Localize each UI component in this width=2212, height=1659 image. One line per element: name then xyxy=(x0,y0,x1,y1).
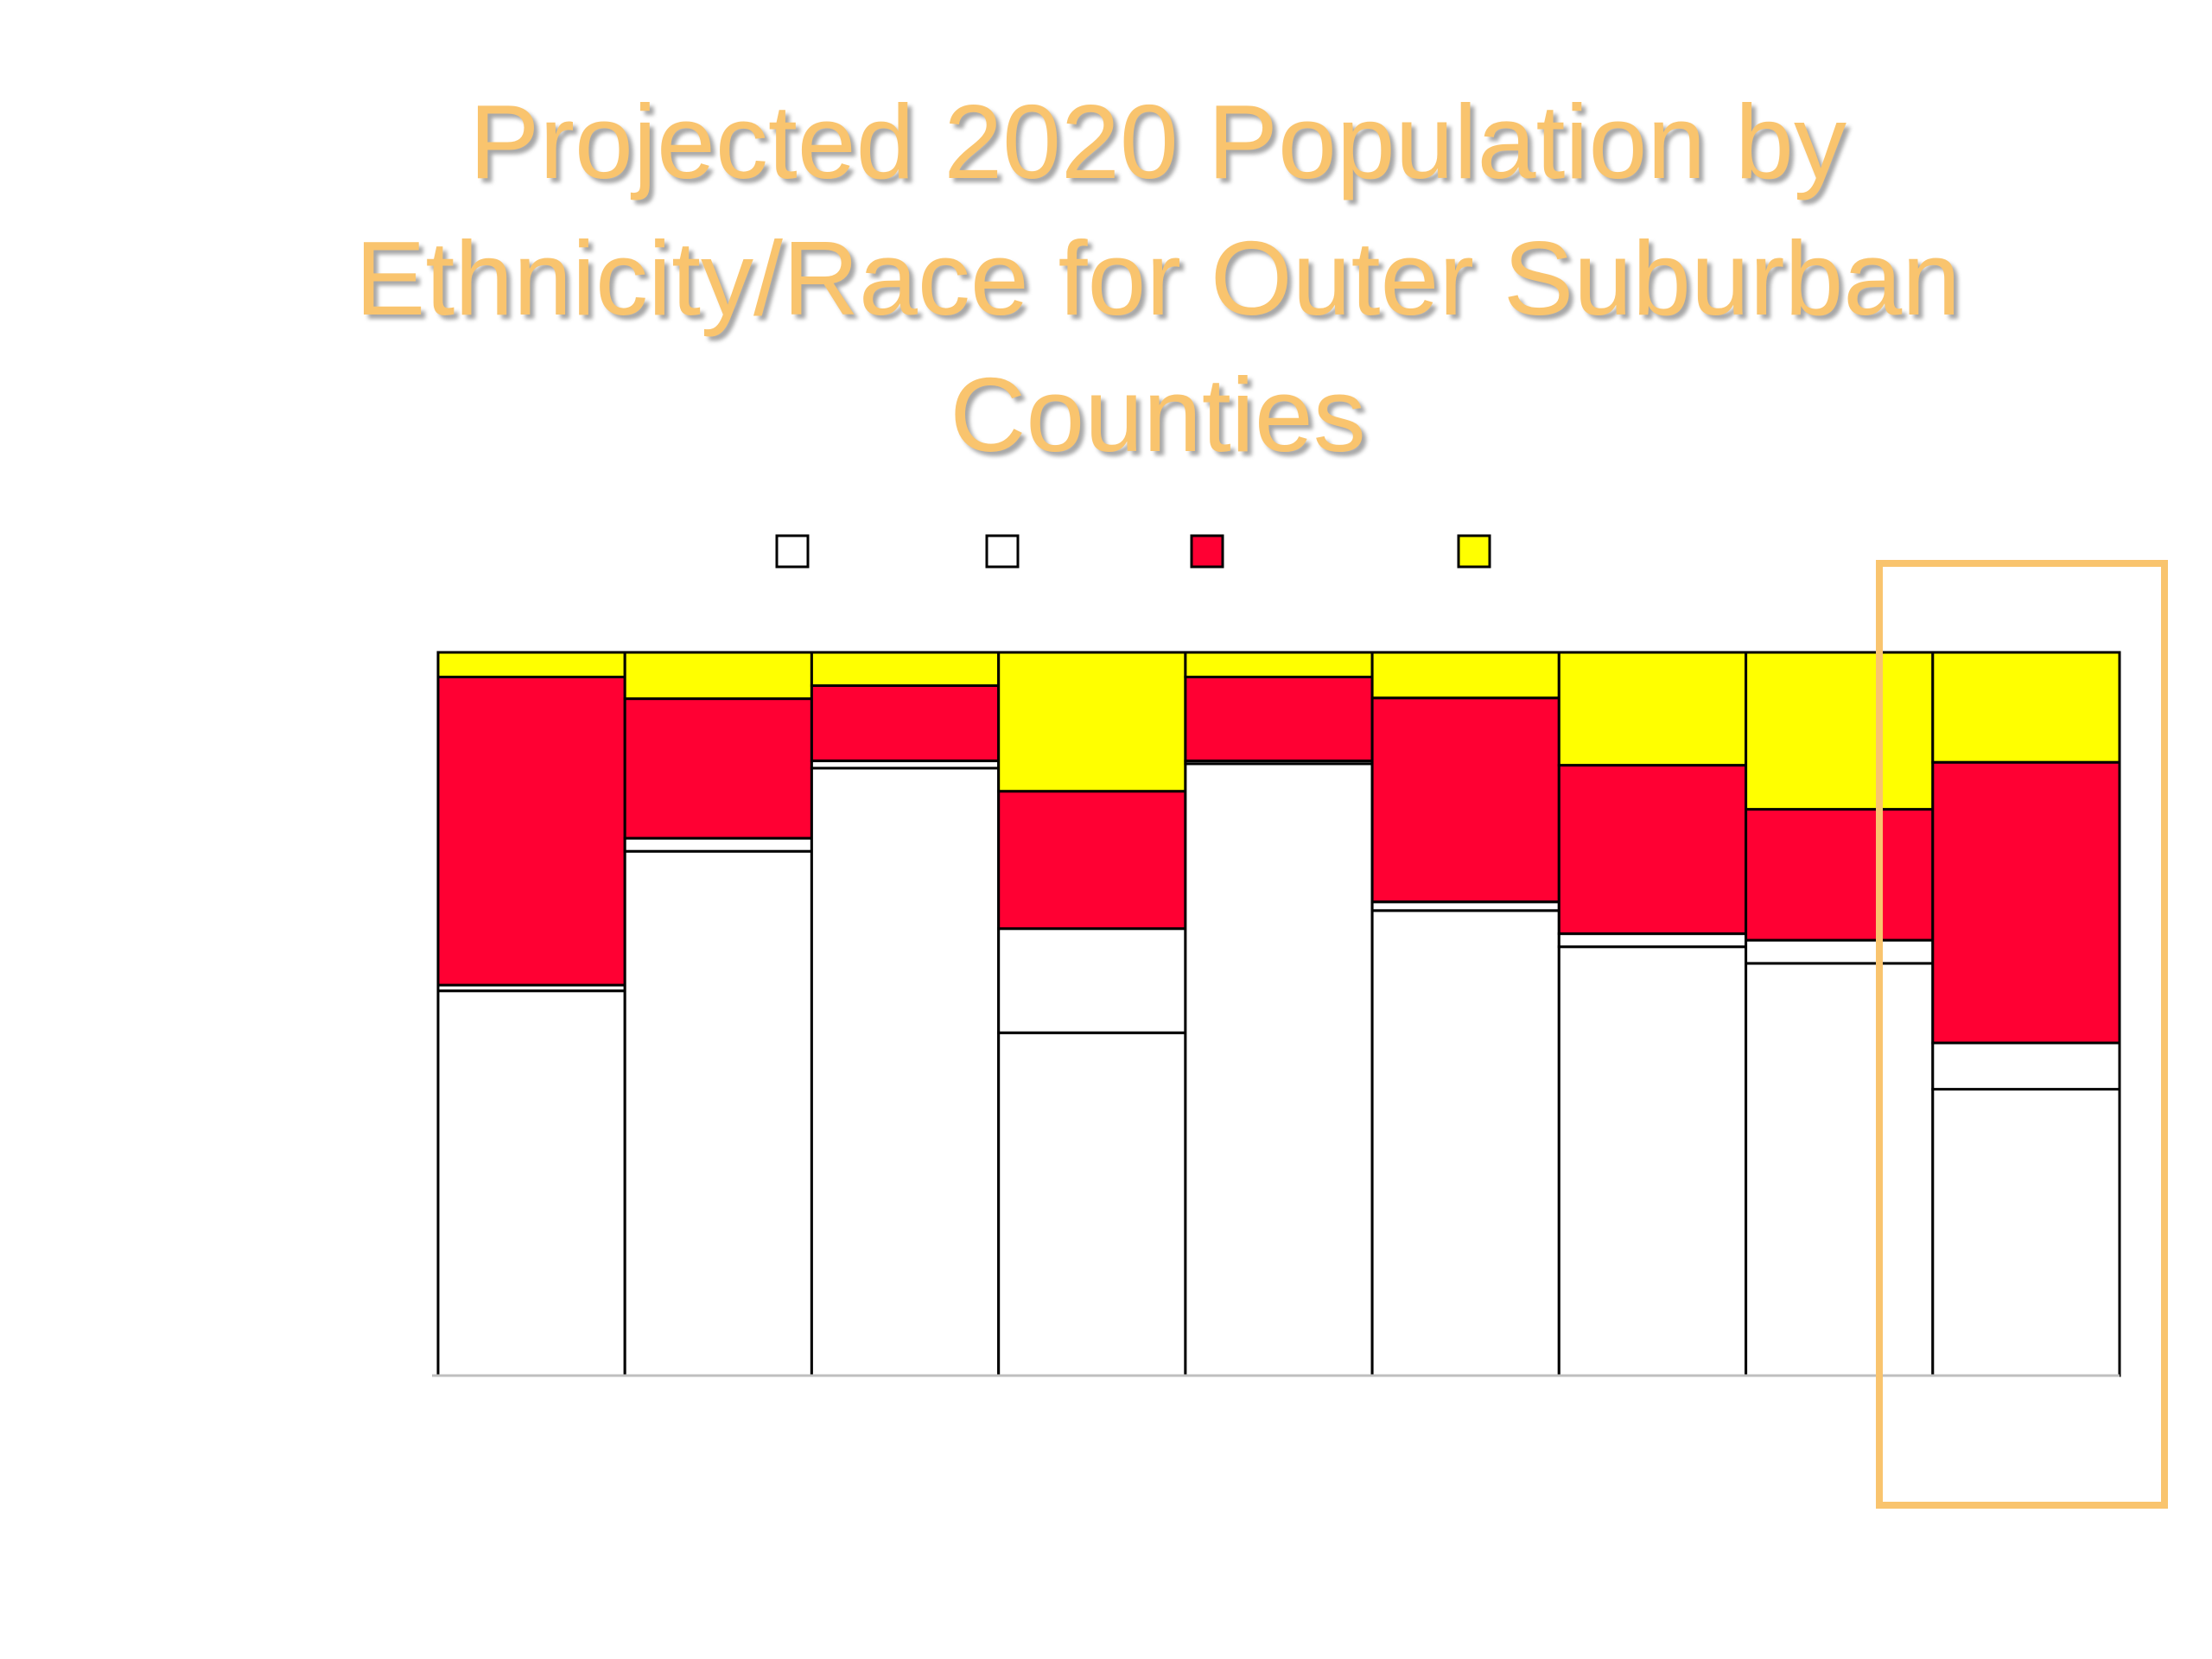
legend-swatch-series-2 xyxy=(985,534,1020,569)
bar-segment-5-series-3 xyxy=(1184,676,1374,763)
bar-segment-3-series-4 xyxy=(810,651,1001,687)
bar-segment-2-series-3 xyxy=(623,697,813,840)
bar-segment-8-series-2 xyxy=(1745,938,1935,965)
bar-segment-4-series-4 xyxy=(997,651,1187,793)
bar-segment-7-series-3 xyxy=(1557,764,1748,936)
bar-segment-2-series-4 xyxy=(623,651,813,701)
chart-bars xyxy=(436,651,2121,1377)
bar-segment-7-series-1 xyxy=(1557,945,1748,1377)
legend-swatch-series-4 xyxy=(1457,534,1491,569)
legend-swatch-series-1 xyxy=(775,534,810,569)
bar-segment-9-series-4 xyxy=(1931,651,2121,764)
legend-swatch-series-3 xyxy=(1190,534,1224,569)
bar-segment-7-series-2 xyxy=(1557,932,1748,949)
bar-segment-8-series-1 xyxy=(1745,962,1935,1377)
bar-segment-6-series-4 xyxy=(1370,651,1560,700)
bar-segment-7-series-4 xyxy=(1557,651,1748,767)
bar-segment-5-series-4 xyxy=(1184,651,1374,678)
highlight-box xyxy=(1876,560,2168,1509)
chart-legend xyxy=(775,534,1491,569)
bar-segment-8-series-4 xyxy=(1745,651,1935,811)
bar-segment-4-series-1 xyxy=(997,1031,1187,1377)
bar-segment-2-series-2 xyxy=(623,836,813,853)
bar-segment-6-series-1 xyxy=(1370,909,1560,1377)
slide-title: Projected 2020 Population by Ethnicity/R… xyxy=(354,83,1961,474)
bar-segment-3-series-3 xyxy=(810,684,1001,762)
bar-segment-4-series-2 xyxy=(997,927,1187,1034)
bar-segment-1-series-3 xyxy=(436,676,626,987)
bar-segment-8-series-3 xyxy=(1745,808,1935,942)
bar-segment-5-series-1 xyxy=(1184,762,1374,1377)
bar-segment-1-series-4 xyxy=(436,651,626,678)
bar-segment-9-series-1 xyxy=(1931,1088,2121,1377)
bar-segment-9-series-3 xyxy=(1931,760,2121,1045)
bar-segment-4-series-3 xyxy=(997,790,1187,931)
bar-segment-3-series-1 xyxy=(810,766,1001,1377)
bar-segment-9-series-2 xyxy=(1931,1041,2121,1091)
bar-segment-1-series-1 xyxy=(436,989,626,1377)
bar-segment-6-series-3 xyxy=(1370,696,1560,904)
bar-segment-6-series-2 xyxy=(1370,900,1560,912)
bar-segment-2-series-1 xyxy=(623,849,813,1377)
